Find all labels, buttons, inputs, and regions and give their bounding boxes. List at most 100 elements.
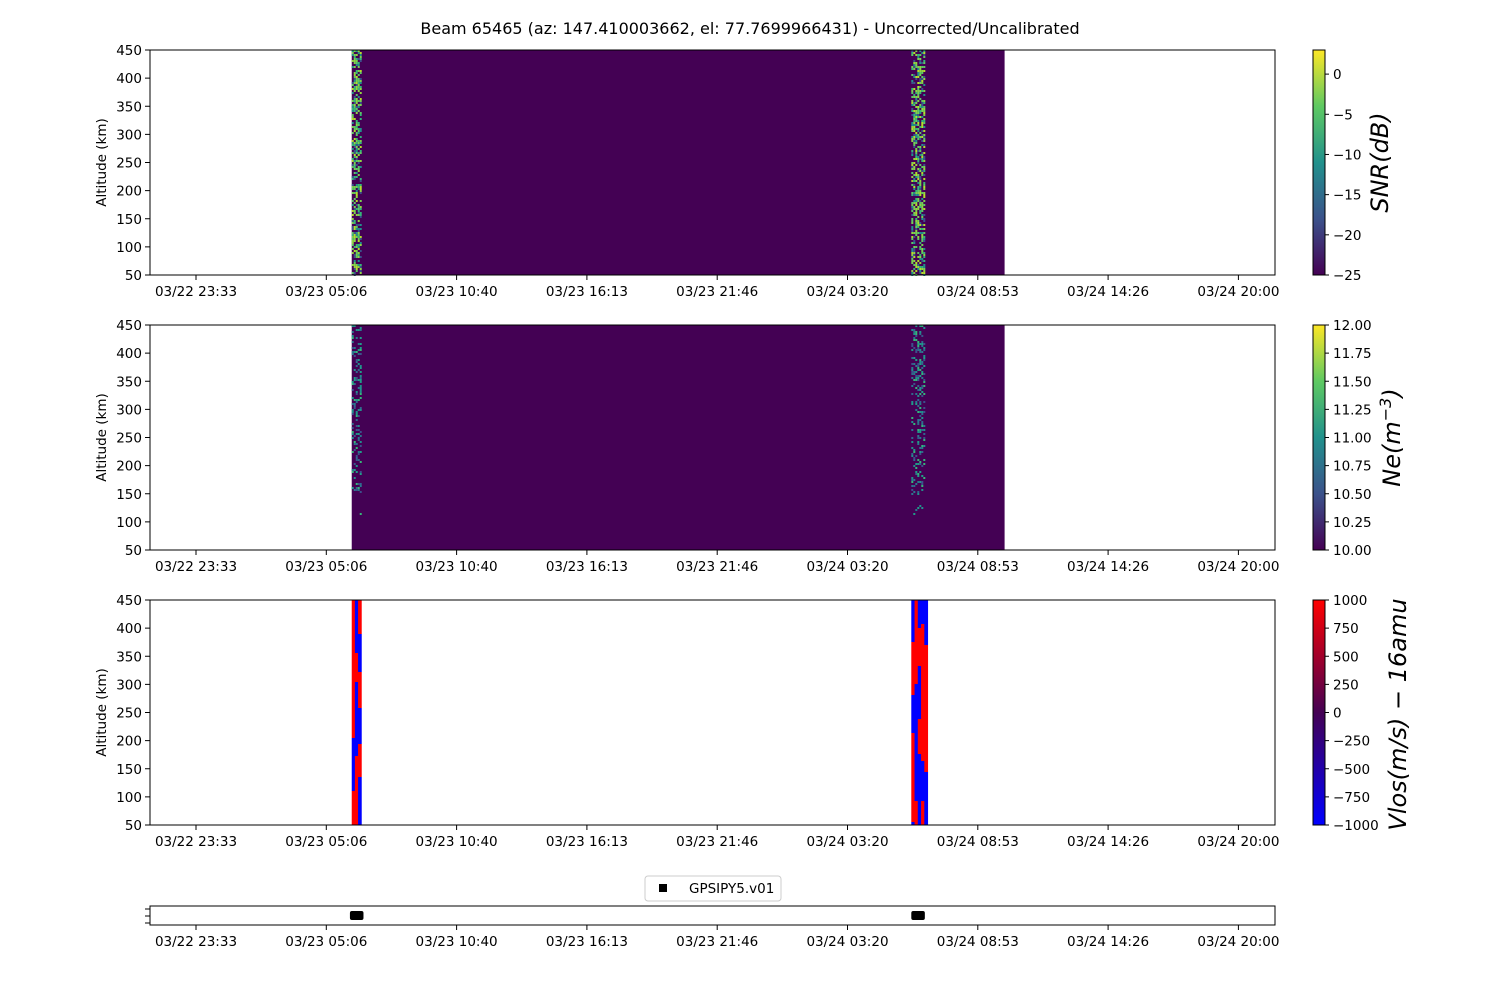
data-cell [923,188,926,190]
data-cell [921,391,924,393]
data-cell [355,393,358,395]
data-cell [913,240,916,242]
data-cell [915,118,918,120]
x-tick-label: 03/24 20:00 [1197,834,1279,850]
data-cell [919,200,922,202]
data-cell [911,202,914,204]
data-cell [919,116,922,118]
data-cell [921,248,924,250]
data-cell [351,423,354,425]
x-tick-label: 03/24 14:26 [1067,934,1149,950]
data-cell [351,214,354,216]
x-tick-label: 03/24 03:20 [806,934,888,950]
data-cell [351,200,354,202]
data-cell [923,194,926,196]
colorbar-tick-label: 250 [1333,677,1359,693]
data-cell [915,164,918,166]
data-cell [921,72,924,74]
data-cell [357,387,360,389]
data-cell [353,144,356,146]
data-cell [917,66,920,68]
data-cell [357,240,360,242]
data-cell [915,471,918,473]
data-cell [911,124,914,126]
data-cell [351,152,354,154]
data-cell [351,409,354,411]
data-cell [351,178,354,180]
data-cell [921,429,924,431]
data-cell [913,371,916,373]
data-cell [911,184,914,186]
data-cell [351,403,354,405]
data-cell [919,431,922,433]
data-cell [915,172,918,174]
data-cell [921,258,924,260]
x-tick-label: 03/24 03:20 [806,834,888,850]
data-cell [917,160,920,162]
data-cell [357,415,360,417]
data-cell [357,359,360,361]
data-cell [919,104,922,106]
x-tick-label: 03/23 16:13 [546,934,628,950]
data-cell [917,58,920,60]
data-cell [915,92,918,94]
data-cell [917,186,920,188]
data-cell [921,423,924,425]
data-cell [911,485,914,487]
data-cell [915,110,918,112]
data-cell [915,349,918,351]
data-cell [919,146,922,148]
data-cell [351,84,354,86]
data-cell [921,421,924,423]
y-tick-label: 50 [125,818,142,834]
data-cell [911,100,914,102]
data-cell [921,761,925,801]
data-cell [359,407,362,409]
data-cell [921,102,924,104]
data-cell [911,343,914,345]
data-cell [355,80,358,82]
colorbar-tick-label: −10 [1333,147,1362,163]
data-cell [359,349,362,351]
data-cell [351,325,354,327]
data-cell [921,108,924,110]
data-cell [923,112,926,114]
data-cell [921,363,924,365]
data-cell [911,373,914,375]
x-tick-label: 03/23 16:13 [546,284,628,300]
data-cell [355,128,358,130]
data-cell [355,106,358,108]
data-cell [917,90,920,92]
data-cell [917,463,920,465]
data-cell [919,112,922,114]
data-cell [919,180,922,182]
data-cell [917,114,920,116]
data-cell [351,148,354,150]
data-cell [917,600,922,628]
colorbar-tick-label: −5 [1333,107,1353,123]
data-cell [359,160,362,162]
data-cell [921,100,924,102]
data-cell [915,140,918,142]
data-cell [923,136,926,138]
x-tick-label: 03/24 20:00 [1197,934,1279,950]
y-axis-label: Altitude (km) [94,393,110,482]
data-cell [923,208,926,210]
data-cell [923,381,926,383]
data-cell [917,375,920,377]
legend-label: GPSIPY5.v01 [689,881,774,897]
data-cell [911,242,914,244]
data-cell [359,208,362,210]
data-cell [355,200,358,202]
data-cell [915,98,918,100]
data-cell [913,383,916,385]
data-cell [919,351,922,353]
colorbar-tick-label: 0 [1333,67,1342,83]
data-cell [923,196,926,198]
data-cell [917,405,920,407]
data-cell [353,325,356,327]
data-cell [917,266,920,268]
data-cell [923,240,926,242]
colorbar-tick-label: 11.00 [1333,431,1372,447]
